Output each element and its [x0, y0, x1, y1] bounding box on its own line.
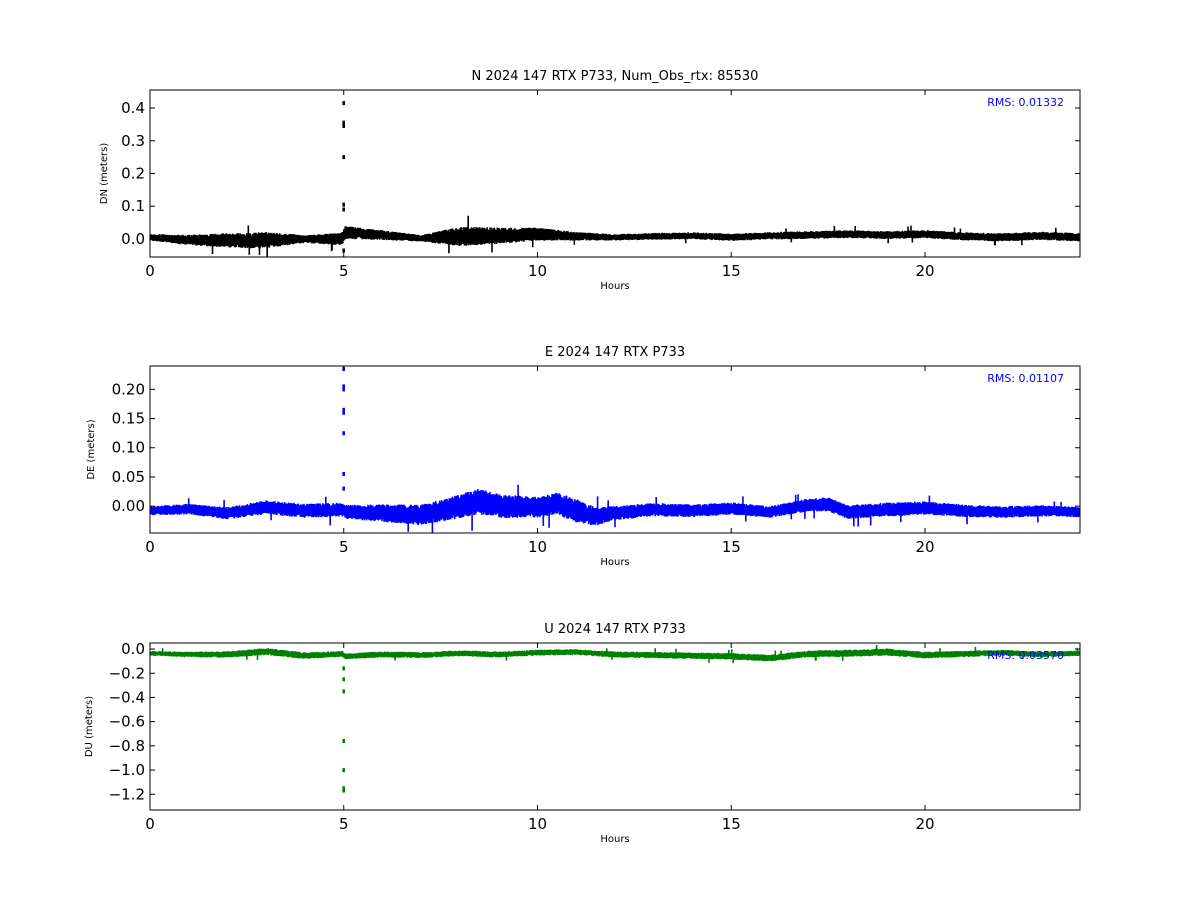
- rms-annotation: RMS: 0.01332: [987, 96, 1064, 109]
- outlier-point: [342, 788, 345, 793]
- x-tick-label: 10: [528, 538, 547, 556]
- outlier-point: [342, 410, 345, 415]
- x-tick-label: 15: [722, 538, 741, 556]
- outlier-point: [342, 124, 345, 128]
- panel-title: N 2024 147 RTX P733, Num_Obs_rtx: 85530: [472, 69, 759, 84]
- panel-north: 0 5 10 15 20 0.0 0.1 0.2 0.3 0.4 N 2024 147 RTX P7…: [99, 69, 1081, 292]
- outlier-point: [342, 407, 345, 412]
- y-tick-label: 0.10: [112, 439, 145, 457]
- outlier-point: [342, 786, 345, 791]
- outlier-point: [342, 677, 345, 682]
- x-tick-label: 10: [528, 262, 547, 280]
- series-trace: [150, 366, 1080, 533]
- y-axis-label: DU (meters): [84, 696, 95, 757]
- y-tick-label: −1.2: [109, 785, 145, 803]
- outlier-point: [342, 248, 345, 253]
- outlier-point: [342, 739, 345, 743]
- outlier-point: [342, 472, 345, 476]
- y-tick-label: 0.0: [121, 640, 145, 658]
- x-tick-label: 20: [915, 538, 934, 556]
- y-tick-label: −0.2: [109, 664, 145, 682]
- panel-east: 0 5 10 15 20 0.00 0.05 0.10 0.15 0.20 E 2024 147 R…: [86, 345, 1081, 568]
- series-band: [150, 645, 1080, 664]
- outlier-point: [342, 486, 345, 491]
- outlier-point: [342, 155, 345, 160]
- panel-up: 0 5 10 15 20 0.0 −0.2 −0.4 −0.6 −0.8 −1.0 −1.2 U 202…: [84, 622, 1081, 845]
- y-tick-label: −0.4: [109, 688, 145, 706]
- series-trace: [150, 645, 1080, 793]
- y-tick-label: 0.05: [112, 468, 145, 486]
- outlier-point: [342, 202, 345, 207]
- series-band: [150, 484, 1080, 533]
- x-tick-label: 0: [145, 538, 155, 556]
- y-tick-label: 0.20: [112, 380, 145, 398]
- y-tick-label: 0.0: [121, 230, 145, 248]
- x-tick-label: 10: [528, 815, 547, 833]
- x-tick-label: 15: [722, 815, 741, 833]
- x-tick-label: 5: [339, 538, 349, 556]
- y-tick-label: −0.6: [109, 713, 145, 731]
- y-tick-label: 0.4: [121, 99, 145, 117]
- plot-frame: [149, 642, 1081, 811]
- y-tick-label: 0.2: [121, 165, 145, 183]
- series-trace: [150, 90, 1080, 257]
- x-tick-label: 15: [722, 262, 741, 280]
- panel-title: U 2024 147 RTX P733: [544, 622, 686, 637]
- outlier-point: [342, 768, 345, 773]
- outlier-point: [342, 387, 345, 392]
- x-axis-label: Hours: [600, 834, 629, 845]
- y-tick-label: −1.0: [109, 761, 145, 779]
- panel-title: E 2024 147 RTX P733: [545, 345, 685, 360]
- outlier-point: [342, 431, 345, 436]
- y-tick-label: 0.15: [112, 410, 145, 428]
- y-axis-label: DE (meters): [86, 419, 97, 479]
- outlier-point: [342, 120, 345, 125]
- y-tick-label: 0.3: [121, 132, 145, 150]
- x-tick-label: 5: [339, 815, 349, 833]
- outlier-point: [342, 689, 345, 694]
- series-band: [150, 215, 1080, 257]
- outlier-point: [342, 101, 345, 106]
- x-axis-label: Hours: [600, 557, 629, 568]
- rms-annotation: RMS: 0.03570: [987, 649, 1064, 662]
- x-tick-label: 20: [915, 262, 934, 280]
- outlier-point: [342, 666, 345, 671]
- y-tick-label: 0.1: [121, 197, 145, 215]
- x-tick-label: 0: [145, 262, 155, 280]
- y-tick-label: 0.00: [112, 497, 145, 515]
- y-tick-label: −0.8: [109, 737, 145, 755]
- x-tick-label: 5: [339, 262, 349, 280]
- x-tick-label: 0: [145, 815, 155, 833]
- y-axis-label: DN (meters): [99, 143, 110, 205]
- x-axis-label: Hours: [600, 281, 629, 292]
- plot-frame: [149, 365, 1081, 534]
- x-tick-label: 20: [915, 815, 934, 833]
- outlier-point: [342, 207, 345, 212]
- outlier-point: [342, 384, 345, 389]
- rms-annotation: RMS: 0.01107: [987, 372, 1064, 385]
